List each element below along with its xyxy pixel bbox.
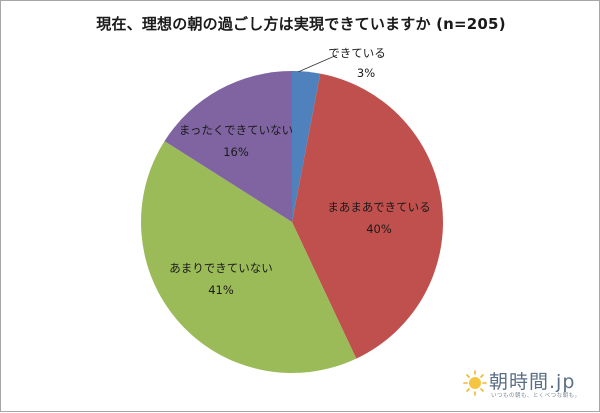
label-pct: 3%: [356, 65, 376, 80]
slice-dekiteiru: [292, 71, 321, 222]
label-amari: あまりできていない 41%: [161, 261, 281, 297]
sun-icon: [463, 370, 487, 396]
label-name: まったくできていない: [178, 123, 294, 137]
label-pct: 16%: [223, 144, 249, 159]
label-name: できている: [328, 46, 386, 60]
label-dekiteiru: できている 3%: [317, 46, 397, 80]
logo-brand: 朝時間.jp: [489, 371, 576, 393]
label-maamaa: まあまあできている 40%: [319, 200, 439, 236]
slice-maamaa: [292, 73, 444, 359]
slice-mattaku: [164, 71, 292, 222]
pie-slices: [141, 71, 444, 373]
leader-line: [297, 54, 338, 73]
asajikan-logo: 朝時間.jp いつもの朝も、とくべつな朝も。: [463, 367, 593, 403]
label-name: あまりできていない: [169, 261, 273, 275]
label-pct: 40%: [366, 221, 392, 236]
label-name: まあまあできている: [327, 200, 431, 214]
chart-title: 現在、理想の朝の過ごし方は実現できていますか (n=205): [96, 15, 506, 33]
slice-amari: [141, 141, 357, 373]
label-pct: 41%: [208, 282, 234, 297]
logo-tagline: いつもの朝も、とくべつな朝も。: [491, 393, 581, 399]
label-mattaku: まったくできていない 16%: [171, 123, 301, 159]
